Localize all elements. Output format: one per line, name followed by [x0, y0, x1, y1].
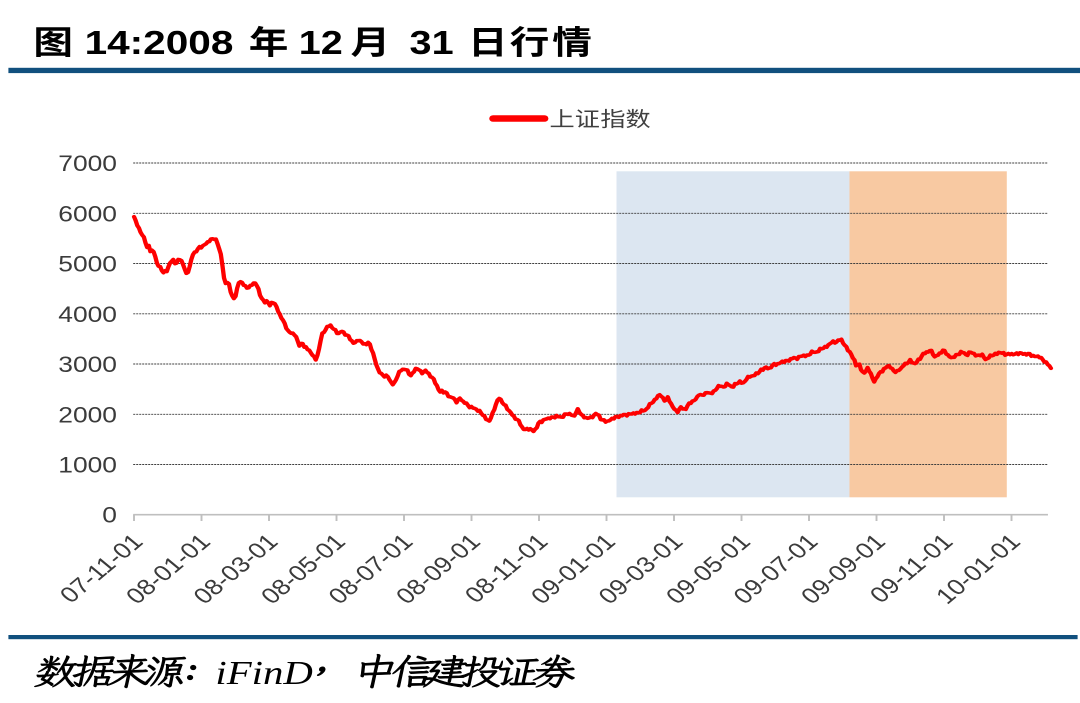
svg-text:1000: 1000: [58, 453, 117, 477]
svg-text:31: 31: [410, 24, 454, 61]
svg-text:4000: 4000: [58, 303, 117, 327]
svg-text:14:2008: 14:2008: [85, 24, 234, 61]
svg-text:5000: 5000: [58, 252, 117, 276]
svg-text:0: 0: [102, 504, 117, 528]
svg-text:7000: 7000: [58, 152, 117, 176]
svg-text:iFinD: iFinD: [215, 655, 312, 692]
svg-text:3000: 3000: [58, 353, 117, 377]
svg-text:6000: 6000: [58, 202, 117, 226]
svg-text:2000: 2000: [58, 403, 117, 427]
svg-text:12: 12: [299, 24, 343, 61]
